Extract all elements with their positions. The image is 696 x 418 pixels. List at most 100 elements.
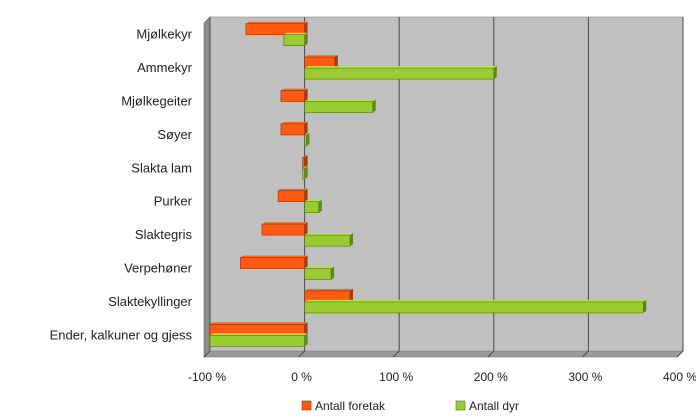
bar — [280, 121, 308, 136]
bar-top — [304, 199, 322, 202]
bar-front — [209, 334, 305, 347]
bar-top — [304, 266, 335, 269]
bar-side — [306, 132, 310, 146]
bar-top — [302, 155, 308, 158]
bars — [209, 21, 647, 347]
bar — [304, 233, 354, 247]
bar-side — [643, 299, 647, 313]
bar-side — [350, 288, 354, 302]
bar-top — [210, 333, 308, 336]
bar-front — [277, 190, 305, 202]
bar-side — [304, 121, 308, 135]
legend-swatch — [301, 400, 312, 411]
bar-top — [304, 233, 354, 236]
bar-side — [304, 255, 308, 269]
x-tick-label: 100 % — [379, 370, 413, 384]
bar — [304, 199, 322, 213]
category-label: Slakta lam — [131, 160, 192, 175]
bar-top — [304, 299, 647, 302]
bar-side — [334, 55, 338, 69]
bar-side — [318, 199, 322, 213]
bar — [245, 21, 308, 36]
bar-top — [278, 188, 308, 191]
bar-side — [304, 188, 308, 202]
bar — [304, 99, 376, 113]
bar-side — [304, 222, 308, 236]
bar-front — [283, 34, 305, 47]
bar-side — [372, 99, 376, 113]
legend: Antall foretak Antall dyr — [301, 399, 519, 413]
gridline-floor — [298, 350, 305, 358]
bar — [239, 255, 308, 269]
bar-side — [304, 88, 308, 102]
category-label: Ender, kalkuner og gjess — [50, 327, 193, 342]
bar-top — [280, 88, 308, 91]
bar-side — [304, 333, 308, 347]
bar-top — [304, 132, 310, 135]
bar — [283, 32, 308, 47]
x-tick-label: 0 % — [291, 370, 312, 384]
gridline-floor — [203, 350, 211, 358]
bar — [302, 166, 308, 180]
bar-front — [239, 257, 305, 269]
bar — [277, 188, 308, 202]
category-label: Søyer — [157, 127, 192, 142]
bar-front — [304, 201, 320, 213]
bar-side — [304, 32, 308, 46]
bar-front — [280, 123, 305, 136]
bar-front — [304, 101, 374, 113]
x-tick-label: 300 % — [568, 370, 602, 384]
bar-side — [304, 166, 308, 180]
bar-front — [304, 234, 351, 247]
bar-side — [331, 266, 335, 280]
side-wall — [203, 16, 211, 358]
bar-front — [304, 134, 307, 147]
bar-top — [302, 166, 308, 169]
bar-top — [304, 66, 497, 69]
category-labels: Mjølkekyr Ammekyr Mjølkegeiter Søyer Slakta … — [50, 27, 193, 343]
bar-front — [304, 301, 644, 314]
category-label: Purker — [154, 194, 193, 209]
legend-label: Antall foretak — [315, 399, 386, 413]
bar-front — [302, 168, 305, 180]
bar-top — [304, 288, 354, 291]
bar — [304, 132, 310, 147]
bar-side — [304, 322, 308, 336]
bar — [304, 66, 497, 80]
bar-top — [304, 99, 376, 102]
bar-top — [210, 322, 308, 325]
bar-front — [261, 223, 305, 236]
gridline-floor — [487, 350, 495, 358]
bar — [302, 155, 308, 169]
bar-top — [280, 121, 308, 124]
legend-swatch — [455, 400, 466, 411]
bar-side — [304, 21, 308, 35]
category-label: Mjølkekyr — [136, 27, 192, 42]
gridline-floor — [676, 350, 684, 358]
bar-side — [304, 155, 308, 169]
x-tick-label: 200 % — [474, 370, 508, 384]
legend-label: Antall dyr — [469, 399, 519, 413]
bar-front — [302, 157, 305, 169]
bar — [280, 88, 308, 102]
bar — [304, 299, 647, 314]
gridline-floor — [392, 350, 400, 358]
bar-top — [262, 222, 308, 225]
category-label: Slaktegris — [135, 227, 193, 242]
category-label: Verpehøner — [124, 261, 193, 276]
gridline-floor — [582, 350, 589, 358]
bar-side — [493, 66, 497, 80]
bar-front — [280, 90, 305, 102]
x-tick-label: 400 % — [663, 370, 696, 384]
bar-top — [304, 55, 338, 58]
x-tick-labels: -100 % 0 % 100 % 200 % 300 % 400 % — [188, 370, 696, 384]
bar-side — [350, 233, 354, 247]
bar-front — [304, 268, 332, 280]
bar-front — [304, 67, 495, 80]
bar-top — [240, 255, 308, 258]
bar — [304, 266, 335, 280]
category-label: Slaktekyllinger — [108, 294, 192, 309]
category-label: Mjølkegeiter — [121, 94, 192, 109]
bar — [209, 333, 308, 347]
